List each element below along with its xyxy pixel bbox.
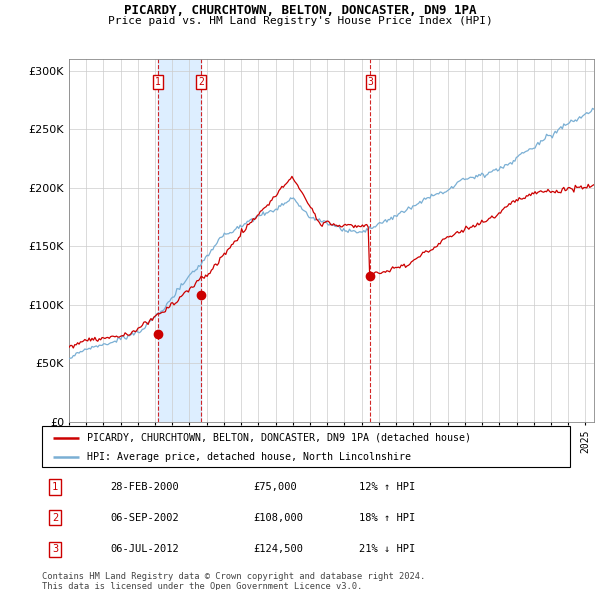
Text: £124,500: £124,500 [253, 545, 303, 555]
Text: PICARDY, CHURCHTOWN, BELTON, DONCASTER, DN9 1PA: PICARDY, CHURCHTOWN, BELTON, DONCASTER, … [124, 4, 476, 17]
Text: 06-SEP-2002: 06-SEP-2002 [110, 513, 179, 523]
Text: PICARDY, CHURCHTOWN, BELTON, DONCASTER, DN9 1PA (detached house): PICARDY, CHURCHTOWN, BELTON, DONCASTER, … [87, 432, 471, 442]
Text: 2: 2 [52, 513, 58, 523]
Text: 2: 2 [198, 77, 204, 87]
Text: 21% ↓ HPI: 21% ↓ HPI [359, 545, 415, 555]
Text: 3: 3 [52, 545, 58, 555]
Text: HPI: Average price, detached house, North Lincolnshire: HPI: Average price, detached house, Nort… [87, 452, 411, 462]
Text: This data is licensed under the Open Government Licence v3.0.: This data is licensed under the Open Gov… [42, 582, 362, 590]
Text: Price paid vs. HM Land Registry's House Price Index (HPI): Price paid vs. HM Land Registry's House … [107, 16, 493, 26]
Text: 1: 1 [155, 77, 161, 87]
Text: 18% ↑ HPI: 18% ↑ HPI [359, 513, 415, 523]
Text: 06-JUL-2012: 06-JUL-2012 [110, 545, 179, 555]
Text: 3: 3 [367, 77, 373, 87]
Text: 12% ↑ HPI: 12% ↑ HPI [359, 482, 415, 492]
Text: £75,000: £75,000 [253, 482, 297, 492]
Text: £108,000: £108,000 [253, 513, 303, 523]
Text: 1: 1 [52, 482, 58, 492]
Bar [158, 59, 201, 422]
Text: 28-FEB-2000: 28-FEB-2000 [110, 482, 179, 492]
Text: Contains HM Land Registry data © Crown copyright and database right 2024.: Contains HM Land Registry data © Crown c… [42, 572, 425, 581]
